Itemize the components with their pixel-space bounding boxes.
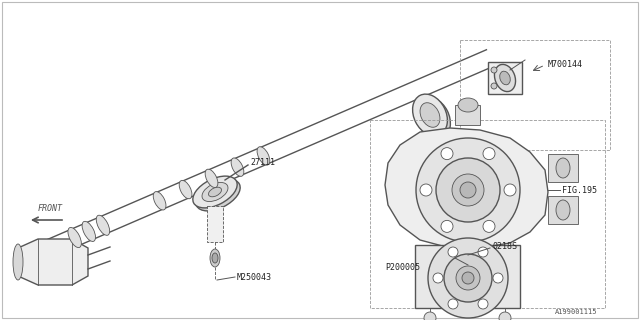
Ellipse shape — [478, 299, 488, 309]
Ellipse shape — [478, 247, 488, 257]
Bar — [370, 120, 605, 308]
Ellipse shape — [441, 220, 453, 232]
Ellipse shape — [179, 180, 192, 199]
Ellipse shape — [415, 97, 451, 139]
Ellipse shape — [491, 67, 497, 73]
Ellipse shape — [420, 103, 440, 127]
Ellipse shape — [82, 221, 95, 242]
Ellipse shape — [495, 64, 516, 92]
Ellipse shape — [499, 312, 511, 320]
Ellipse shape — [448, 247, 458, 257]
Ellipse shape — [413, 94, 447, 136]
Bar — [460, 40, 610, 150]
Ellipse shape — [196, 179, 240, 211]
Ellipse shape — [462, 272, 474, 284]
Text: M700144: M700144 — [548, 60, 583, 68]
Ellipse shape — [456, 266, 480, 290]
Polygon shape — [548, 154, 578, 182]
Text: 27111: 27111 — [250, 157, 275, 166]
Ellipse shape — [193, 176, 237, 208]
Ellipse shape — [420, 184, 432, 196]
Ellipse shape — [68, 228, 81, 248]
Ellipse shape — [458, 98, 478, 112]
Ellipse shape — [210, 249, 220, 267]
Ellipse shape — [483, 220, 495, 232]
Ellipse shape — [491, 83, 497, 89]
Polygon shape — [18, 239, 88, 285]
Text: 0218S: 0218S — [492, 242, 517, 251]
Ellipse shape — [500, 71, 510, 85]
Ellipse shape — [460, 182, 476, 198]
Polygon shape — [207, 206, 223, 242]
Text: A199001115: A199001115 — [555, 309, 598, 315]
Polygon shape — [548, 196, 578, 224]
Polygon shape — [455, 105, 480, 125]
Text: FRONT: FRONT — [38, 204, 63, 212]
Ellipse shape — [153, 192, 166, 210]
Ellipse shape — [556, 158, 570, 178]
Ellipse shape — [231, 158, 244, 176]
Ellipse shape — [416, 138, 520, 242]
Text: FIG.195: FIG.195 — [562, 186, 597, 195]
Ellipse shape — [428, 238, 508, 318]
Ellipse shape — [444, 254, 492, 302]
Polygon shape — [385, 128, 548, 248]
Ellipse shape — [13, 244, 23, 280]
Polygon shape — [488, 62, 522, 94]
Polygon shape — [415, 245, 520, 308]
Ellipse shape — [493, 273, 503, 283]
Ellipse shape — [556, 200, 570, 220]
Ellipse shape — [424, 312, 436, 320]
Ellipse shape — [96, 215, 109, 235]
Ellipse shape — [202, 182, 228, 202]
Ellipse shape — [257, 147, 270, 165]
Text: M250043: M250043 — [237, 273, 272, 282]
Ellipse shape — [483, 148, 495, 160]
Ellipse shape — [209, 187, 221, 197]
Ellipse shape — [205, 169, 218, 188]
Ellipse shape — [436, 158, 500, 222]
Ellipse shape — [448, 299, 458, 309]
Ellipse shape — [433, 273, 443, 283]
Ellipse shape — [452, 174, 484, 206]
Ellipse shape — [504, 184, 516, 196]
Text: P200005: P200005 — [385, 263, 420, 273]
Ellipse shape — [441, 148, 453, 160]
Ellipse shape — [212, 253, 218, 263]
